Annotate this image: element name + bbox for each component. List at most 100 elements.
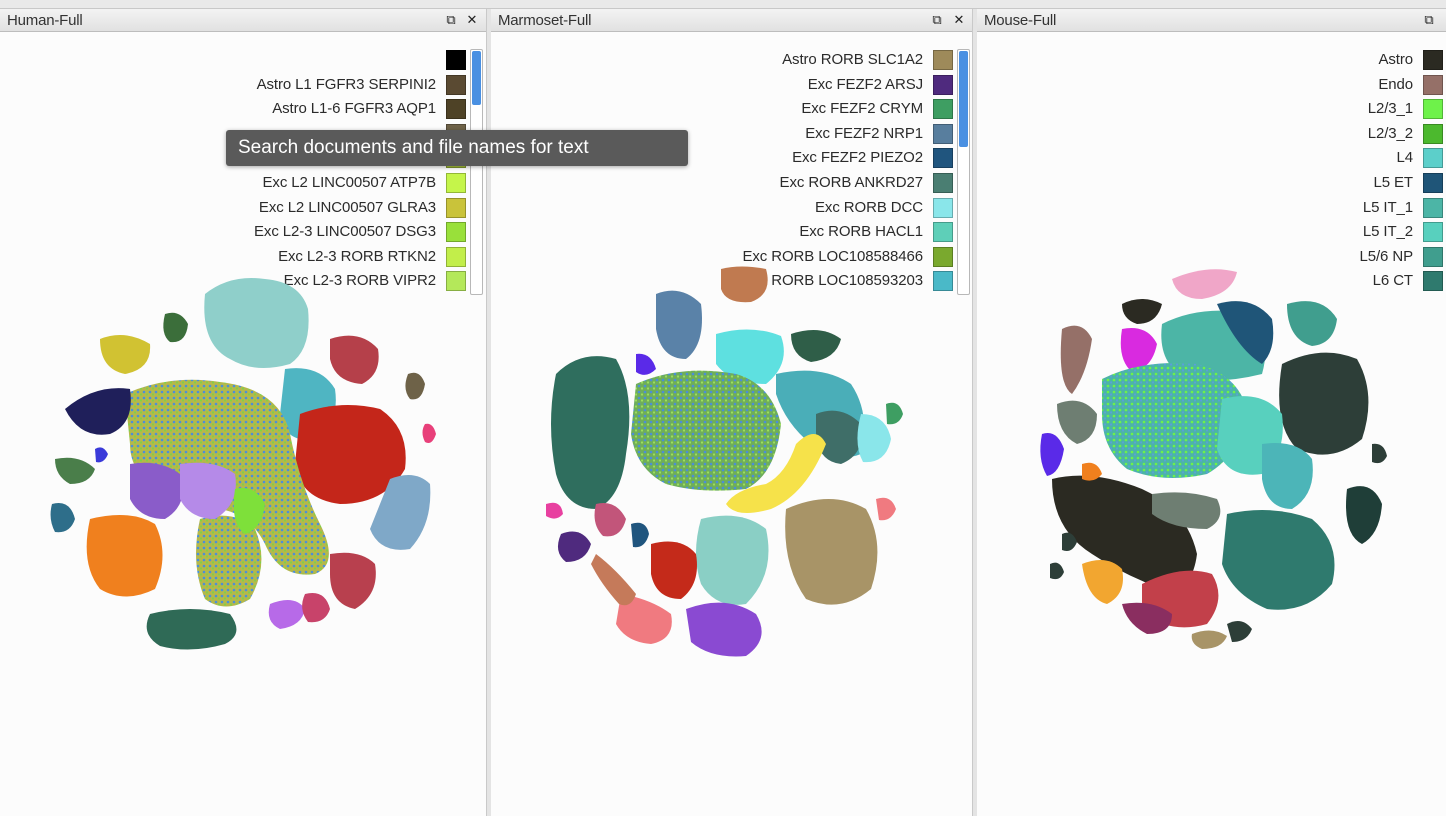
- legend: Astro RORB SLC1A2 Exc FEZF2 ARSJ Exc FEZF2…: [491, 49, 953, 299]
- legend-label: Exc RORB LOC108593203: [742, 272, 923, 290]
- search-tooltip: Search documents and file names for text: [226, 130, 688, 166]
- legend-color-swatch[interactable]: [446, 222, 466, 243]
- legend-item[interactable]: Exc L2-3 RORB VIPR2: [0, 270, 466, 294]
- tsne-scatter-plot: [50, 278, 436, 650]
- legend-color-swatch[interactable]: [1423, 74, 1443, 95]
- legend-label: L5 ET: [1373, 174, 1413, 191]
- panel-mouse-full: Mouse-Full ⧉ Astro Endo L2/3_1 L2/3_2 L4 L5 E…: [977, 9, 1446, 816]
- panel-header: Mouse-Full ⧉: [977, 9, 1446, 32]
- legend-color-swatch[interactable]: [446, 99, 466, 120]
- legend-color-swatch[interactable]: [446, 246, 466, 267]
- legend-color-swatch[interactable]: [933, 148, 953, 169]
- legend-color-swatch[interactable]: [933, 123, 953, 144]
- legend-item[interactable]: L5 IT_2: [977, 221, 1443, 245]
- panel-header: Marmoset-Full ⧉ ✕: [491, 9, 972, 32]
- legend-item[interactable]: Exc L2 LINC00507 GLRA3: [0, 197, 466, 221]
- legend-item[interactable]: Exc FEZF2 ARSJ: [491, 74, 953, 98]
- legend-color-swatch[interactable]: [933, 74, 953, 95]
- legend-label: Exc RORB HACL1: [799, 223, 923, 241]
- legend-item[interactable]: L5/6 NP: [977, 246, 1443, 270]
- legend-item[interactable]: Exc FEZF2 PIEZO2: [491, 147, 953, 171]
- legend-label: Exc RORB ANKRD27: [779, 174, 924, 191]
- legend-color-swatch[interactable]: [1423, 246, 1443, 267]
- legend-item[interactable]: Astro L1 FGFR3 SERPINI2: [0, 74, 466, 98]
- legend-label: L2/3_1: [1367, 100, 1413, 118]
- legend-label: Astro RORB SLC1A2: [782, 51, 923, 68]
- legend-item[interactable]: Endo: [977, 74, 1443, 98]
- legend-item[interactable]: Exc RORB LOC108588466: [491, 246, 953, 270]
- legend-label: Exc L2 LINC00507 ATP7B: [262, 174, 437, 191]
- legend-item[interactable]: Exc L2 LINC00507 ATP7B: [0, 172, 466, 196]
- panel-title: Mouse-Full: [984, 12, 1057, 29]
- legend-color-swatch[interactable]: [446, 271, 466, 292]
- legend-label: Endo: [1378, 75, 1413, 93]
- legend: Astro Endo L2/3_1 L2/3_2 L4 L5 ET L5 IT_1 L5 IT…: [977, 49, 1443, 299]
- legend-color-swatch[interactable]: [446, 74, 466, 95]
- legend-color-swatch[interactable]: [1423, 222, 1443, 243]
- legend-item[interactable]: Exc L2-3 RORB RTKN2: [0, 246, 466, 270]
- legend-item[interactable]: Exc RORB LOC108593203: [491, 270, 953, 294]
- scrollbar-thumb[interactable]: [472, 51, 481, 105]
- legend-item[interactable]: Exc FEZF2 NRP1: [491, 123, 953, 147]
- legend-item[interactable]: Exc RORB ANKRD27: [491, 172, 953, 196]
- legend-color-swatch[interactable]: [446, 173, 466, 193]
- legend-color-swatch[interactable]: [933, 271, 953, 292]
- legend-color-swatch[interactable]: [446, 50, 466, 70]
- legend-label: Astro L1-6 FGFR3 AQP1: [272, 100, 436, 118]
- legend-item[interactable]: Exc RORB DCC: [491, 197, 953, 221]
- legend-item[interactable]: Astro RORB SLC1A2: [491, 49, 953, 73]
- legend-scrollbar[interactable]: [957, 49, 970, 295]
- legend-color-swatch[interactable]: [933, 197, 953, 218]
- panel-title: Human-Full: [7, 12, 83, 29]
- panel-splitter[interactable]: [973, 9, 977, 816]
- legend-item[interactable]: L6 CT: [977, 270, 1443, 294]
- legend-item[interactable]: L5 IT_1: [977, 197, 1443, 221]
- legend-color-swatch[interactable]: [933, 99, 953, 120]
- legend-item[interactable]: L2/3_2: [977, 123, 1443, 147]
- legend-label: Exc FEZF2 CRYM: [801, 100, 923, 118]
- legend-color-swatch[interactable]: [933, 50, 953, 70]
- legend-label: Exc L2-3 LINC00507 DSG3: [254, 223, 436, 241]
- tsne-scatter-plot: [1040, 269, 1387, 649]
- legend-item[interactable]: L2/3_1: [977, 98, 1443, 122]
- close-icon[interactable]: ✕: [953, 12, 965, 27]
- legend-label: L5/6 NP: [1359, 247, 1414, 265]
- window-top-strip: [0, 0, 1446, 9]
- legend-item[interactable]: L5 ET: [977, 172, 1443, 196]
- legend-color-swatch[interactable]: [1423, 148, 1443, 169]
- legend-label: Astro: [1378, 51, 1413, 68]
- legend-item[interactable]: L4: [977, 147, 1443, 171]
- legend-color-swatch[interactable]: [933, 246, 953, 267]
- restore-icon[interactable]: ⧉: [1424, 12, 1434, 27]
- legend-item[interactable]: Exc RORB HACL1: [491, 221, 953, 245]
- legend-label: L6 CT: [1372, 272, 1413, 290]
- legend-label: L5 IT_1: [1362, 198, 1413, 216]
- legend-color-swatch[interactable]: [1423, 50, 1443, 70]
- legend-label: Exc FEZF2 PIEZO2: [792, 149, 923, 167]
- panel-splitter[interactable]: [487, 9, 491, 816]
- legend-color-swatch[interactable]: [1423, 271, 1443, 292]
- close-icon[interactable]: ✕: [466, 12, 478, 27]
- legend-color-swatch[interactable]: [933, 222, 953, 243]
- legend-color-swatch[interactable]: [933, 173, 953, 193]
- legend-scrollbar[interactable]: [470, 49, 483, 295]
- legend-label: Exc L2-3 RORB RTKN2: [278, 247, 436, 265]
- legend-label: L5 IT_2: [1362, 223, 1413, 241]
- legend-item[interactable]: Astro: [977, 49, 1443, 73]
- legend-label: Astro L1 FGFR3 SERPINI2: [256, 75, 437, 93]
- legend-item[interactable]: [0, 49, 466, 73]
- legend-color-swatch[interactable]: [1423, 173, 1443, 193]
- legend-item[interactable]: Exc L2-3 LINC00507 DSG3: [0, 221, 466, 245]
- legend-label: Exc FEZF2 ARSJ: [807, 75, 923, 93]
- scrollbar-thumb[interactable]: [959, 51, 968, 147]
- legend-item[interactable]: Astro L1-6 FGFR3 AQP1: [0, 98, 466, 122]
- legend-color-swatch[interactable]: [1423, 123, 1443, 144]
- legend-color-swatch[interactable]: [446, 197, 466, 218]
- legend-item[interactable]: Exc FEZF2 CRYM: [491, 98, 953, 122]
- legend-label: Exc L2 LINC00507 GLRA3: [258, 198, 436, 216]
- restore-icon[interactable]: ⧉: [932, 12, 942, 27]
- legend-color-swatch[interactable]: [1423, 197, 1443, 218]
- restore-icon[interactable]: ⧉: [446, 12, 456, 27]
- legend-label: Exc RORB DCC: [815, 198, 923, 216]
- legend-color-swatch[interactable]: [1423, 99, 1443, 120]
